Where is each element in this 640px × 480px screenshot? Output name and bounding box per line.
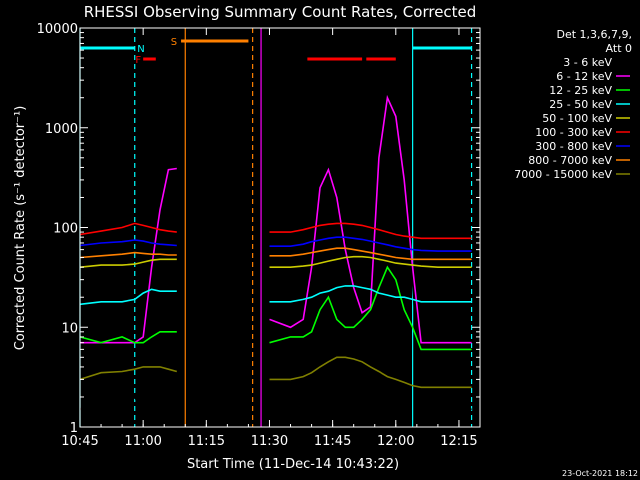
series-line — [79, 251, 177, 259]
x-tick-label: 10:45 — [61, 434, 98, 449]
legend-entry: 300 - 800 keV — [535, 140, 612, 153]
legend-entry: 25 - 50 keV — [549, 98, 612, 111]
y-tick-label: 100 — [53, 222, 78, 237]
series-line — [269, 285, 472, 303]
series-line — [269, 222, 472, 240]
y-tick-label: 1 — [70, 421, 78, 436]
flag-label: N — [137, 44, 144, 55]
series-line — [79, 239, 177, 247]
legend-entry: 800 - 7000 keV — [528, 154, 612, 167]
x-tick-label: 11:15 — [188, 434, 225, 449]
y-tick-label: 1000 — [45, 122, 78, 137]
series-line — [269, 255, 472, 269]
series-line — [269, 247, 472, 261]
x-tick-label: 12:00 — [377, 434, 414, 449]
legend-entry: 6 - 12 keV — [556, 70, 612, 83]
series-line — [79, 196, 178, 413]
y-tick-label: 10 — [61, 321, 78, 336]
series-line — [80, 167, 177, 344]
plot-area: NF S 10:45 11:00 11:15 11:30 11:45 12:00 12:15 1 1… — [37, 22, 481, 449]
footer-date: 23-Oct-2021 18:12 — [562, 469, 638, 478]
chart-title: RHESSI Observing Summary Count Rates, Co… — [84, 3, 477, 21]
series-line — [79, 258, 177, 268]
legend-entry: 100 - 300 keV — [535, 126, 612, 139]
series-line — [79, 222, 177, 236]
series-line — [79, 288, 177, 306]
series-line — [269, 356, 472, 389]
series-line — [269, 94, 472, 344]
series-line — [269, 265, 472, 351]
x-tick-label: 12:15 — [440, 434, 477, 449]
x-tick-label: 11:00 — [124, 434, 161, 449]
x-axis-label: Start Time (11-Dec-14 10:43:22) — [187, 457, 399, 472]
y-axis-label: Corrected Count Rate (s⁻¹ detector⁻¹) — [13, 106, 28, 351]
x-tick-label: 11:45 — [314, 434, 351, 449]
legend-header: Det 1,3,6,7,9, — [556, 28, 632, 41]
legend-entry: 12 - 25 keV — [549, 84, 612, 97]
legend-entry: 3 - 6 keV — [563, 56, 612, 69]
flag-label: F — [135, 55, 141, 66]
x-tick-label: 11:30 — [251, 434, 288, 449]
series-line — [79, 330, 177, 344]
series-line — [269, 236, 472, 252]
legend-header: Att 0 — [606, 42, 632, 55]
series-line — [79, 366, 178, 381]
y-tick-label: 10000 — [37, 22, 78, 37]
legend-entry: 7000 - 15000 keV — [514, 168, 612, 181]
legend-entry: 50 - 100 keV — [542, 112, 612, 125]
flag-label: S — [171, 37, 177, 48]
